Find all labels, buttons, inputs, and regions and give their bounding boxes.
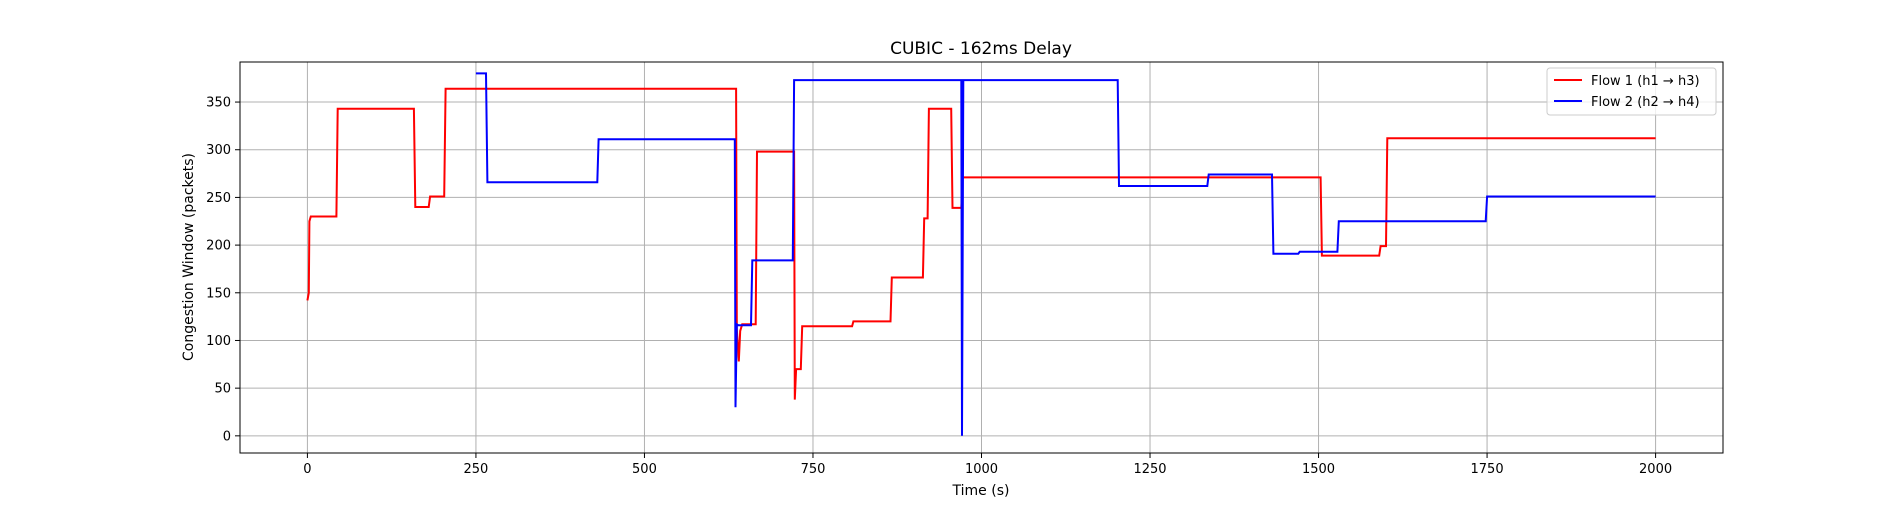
x-tick-label: 750 [801,462,826,477]
y-tick-label: 50 [214,382,231,397]
y-tick-label: 100 [206,334,231,349]
y-tick-label: 250 [206,191,231,206]
x-tick-label: 1250 [1133,462,1166,477]
y-axis-label: Congestion Window (packets) [181,153,197,361]
x-tick-label: 250 [464,462,489,477]
legend-label-flow2: Flow 2 (h2 → h4) [1591,95,1700,110]
x-axis-label: Time (s) [952,483,1010,499]
y-tick-label: 350 [206,96,231,111]
series-line-flow2 [475,72,1656,436]
x-tick-label: 1750 [1471,462,1504,477]
x-tick-label: 1000 [965,462,998,477]
x-tick-label: 1500 [1302,462,1335,477]
legend-box [1546,67,1717,116]
legend-label-flow1: Flow 1 (h1 → h3) [1591,74,1700,89]
y-tick-label: 0 [223,429,231,444]
chart-title: CUBIC - 162ms Delay [890,39,1072,59]
series-lines [306,72,1656,436]
x-tick-label: 0 [303,462,311,477]
legend: Flow 1 (h1 → h3) Flow 2 (h2 → h4) [1546,67,1717,116]
x-tick-label: 2000 [1639,462,1672,477]
y-tick-label: 300 [206,143,231,158]
x-tick-label: 500 [632,462,657,477]
y-tick-label: 200 [206,239,231,254]
axis-ticks: 0 250 500 750 1000 1250 1500 1750 2000 0 50 100 150 2… [206,96,1672,477]
grid [240,62,1723,453]
y-tick-label: 150 [206,286,231,301]
